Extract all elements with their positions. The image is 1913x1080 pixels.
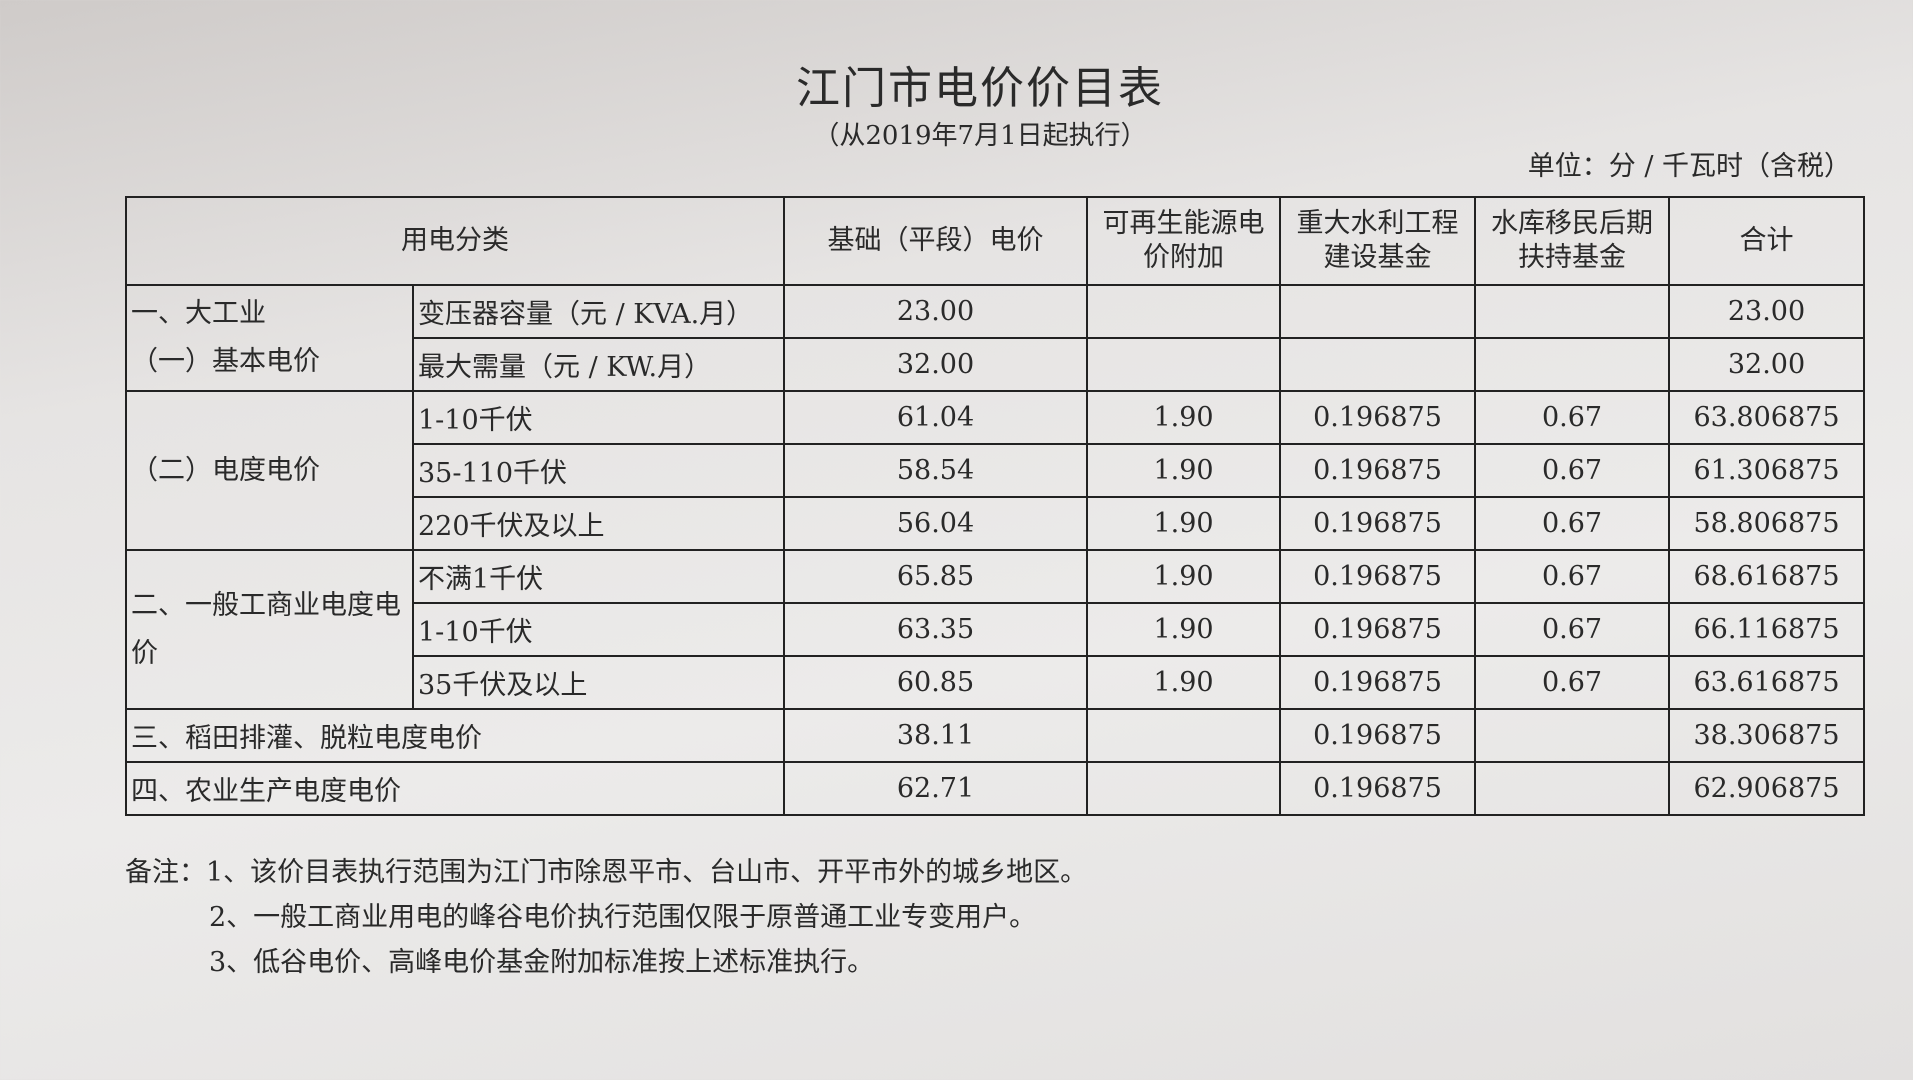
price-table: 用电分类 基础（平段）电价 可再生能源电价附加 重大水利工程建设基金 水库移民后…	[125, 196, 1865, 816]
table-row: 二、一般工商业电度电价 不满1千伏 65.85 1.90 0.196875 0.67 68.…	[125, 549, 1865, 710]
total-cell: 61.306875	[1668, 443, 1865, 498]
total-cell: 63.806875	[1668, 390, 1865, 445]
base-cell: 38.11	[783, 708, 1088, 763]
total-cell: 63.616875	[1668, 655, 1865, 710]
header-category: 用电分类	[125, 196, 785, 286]
base-cell: 56.04	[783, 496, 1088, 551]
document-subtitle: （从2019年7月1日起执行）	[813, 121, 1147, 151]
total-cell: 68.616875	[1668, 549, 1865, 604]
total-cell: 58.806875	[1668, 496, 1865, 551]
subcategory-cell: 变压器容量（元 / KVA.月）	[412, 284, 785, 339]
base-cell: 23.00	[783, 284, 1088, 339]
resettle-cell	[1474, 708, 1670, 763]
subcategory-cell: 35千伏及以上	[412, 655, 785, 710]
renew-cell: 1.90	[1086, 443, 1281, 498]
document-title: 江门市电价价目表	[796, 63, 1164, 114]
water-cell: 0.196875	[1279, 390, 1476, 445]
note-2: 2、一般工商业用电的峰谷电价执行范围仅限于原普通工业专变用户。	[209, 902, 1037, 933]
table-row: 220千伏及以上 56.04 1.90 0.196875 0.67 58.806875	[126, 496, 1865, 551]
table-row: 35-110千伏 58.54 1.90 0.196875 0.67 61.306875	[126, 443, 1865, 498]
total-cell: 38.306875	[1668, 708, 1865, 763]
base-cell: 65.85	[783, 549, 1088, 604]
water-cell: 0.196875	[1279, 443, 1476, 498]
base-cell: 58.54	[783, 443, 1088, 498]
category-cell: 三、稻田排灌、脱粒电度电价	[125, 708, 785, 763]
subcategory-cell: 不满1千伏	[412, 549, 785, 604]
base-cell: 62.71	[783, 761, 1088, 816]
table-row: 一、大工业 （一）基本电价 变压器容量（元 / KVA.月） 23.00 23.00	[125, 284, 1865, 392]
water-cell: 0.196875	[1279, 602, 1476, 657]
renew-cell	[1086, 708, 1281, 763]
resettle-cell: 0.67	[1474, 549, 1670, 604]
renew-cell	[1086, 337, 1281, 392]
table-row: 最大需量（元 / KW.月） 32.00 32.00	[126, 337, 1865, 392]
table-row: 1-10千伏 63.35 1.90 0.196875 0.67 66.116875	[126, 602, 1865, 657]
header-renewable: 可再生能源电价附加	[1086, 196, 1281, 286]
note-3: 3、低谷电价、高峰电价基金附加标准按上述标准执行。	[209, 947, 875, 978]
note-1: 备注：1、该价目表执行范围为江门市除恩平市、台山市、开平市外的城乡地区。	[125, 857, 1088, 888]
total-cell: 32.00	[1668, 337, 1865, 392]
total-cell: 66.116875	[1668, 602, 1865, 657]
water-cell	[1279, 284, 1476, 339]
base-cell: 32.00	[783, 337, 1088, 392]
header-total: 合计	[1668, 196, 1865, 286]
header-water-fund: 重大水利工程建设基金	[1279, 196, 1476, 286]
total-cell: 23.00	[1668, 284, 1865, 339]
group-cell: 一、大工业 （一）基本电价	[125, 284, 414, 392]
header-base: 基础（平段）电价	[783, 196, 1088, 286]
water-cell: 0.196875	[1279, 708, 1476, 763]
group-cell: 二、一般工商业电度电价	[125, 549, 414, 710]
subcategory-cell: 1-10千伏	[412, 390, 785, 445]
water-cell: 0.196875	[1279, 496, 1476, 551]
base-cell: 63.35	[783, 602, 1088, 657]
resettle-cell	[1474, 761, 1670, 816]
category-cell: 四、农业生产电度电价	[125, 761, 785, 816]
base-cell: 61.04	[783, 390, 1088, 445]
renew-cell: 1.90	[1086, 655, 1281, 710]
renew-cell	[1086, 761, 1281, 816]
renew-cell: 1.90	[1086, 390, 1281, 445]
renew-cell: 1.90	[1086, 549, 1281, 604]
water-cell	[1279, 337, 1476, 392]
renew-cell: 1.90	[1086, 496, 1281, 551]
subcategory-cell: 220千伏及以上	[412, 496, 785, 551]
resettle-cell: 0.67	[1474, 602, 1670, 657]
group-label: 一、大工业	[131, 298, 266, 329]
resettle-cell	[1474, 337, 1670, 392]
resettle-cell	[1474, 284, 1670, 339]
renew-cell: 1.90	[1086, 602, 1281, 657]
base-cell: 60.85	[783, 655, 1088, 710]
table-row: 四、农业生产电度电价 62.71 0.196875 62.906875	[125, 761, 1865, 816]
water-cell: 0.196875	[1279, 655, 1476, 710]
group-label: （一）基本电价	[131, 346, 320, 377]
notes: 备注：1、该价目表执行范围为江门市除恩平市、台山市、开平市外的城乡地区。 2、一…	[125, 850, 1087, 985]
renew-cell	[1086, 284, 1281, 339]
table-row: （二）电度电价 1-10千伏 61.04 1.90 0.196875 0.67 63.806…	[125, 390, 1865, 551]
total-cell: 62.906875	[1668, 761, 1865, 816]
subcategory-cell: 35-110千伏	[412, 443, 785, 498]
unit-label: 单位：分 / 千瓦时（含税）	[1527, 151, 1851, 182]
table-row: 三、稻田排灌、脱粒电度电价 38.11 0.196875 38.306875	[125, 708, 1865, 763]
water-cell: 0.196875	[1279, 549, 1476, 604]
resettle-cell: 0.67	[1474, 655, 1670, 710]
water-cell: 0.196875	[1279, 761, 1476, 816]
subcategory-cell: 1-10千伏	[412, 602, 785, 657]
resettle-cell: 0.67	[1474, 443, 1670, 498]
table-row: 35千伏及以上 60.85 1.90 0.196875 0.67 63.616875	[126, 655, 1865, 710]
header-resettlement-fund: 水库移民后期扶持基金	[1474, 196, 1670, 286]
resettle-cell: 0.67	[1474, 496, 1670, 551]
header-row: 用电分类 基础（平段）电价 可再生能源电价附加 重大水利工程建设基金 水库移民后…	[125, 196, 1865, 286]
resettle-cell: 0.67	[1474, 390, 1670, 445]
subcategory-cell: 最大需量（元 / KW.月）	[412, 337, 785, 392]
group-cell: （二）电度电价	[125, 390, 414, 551]
